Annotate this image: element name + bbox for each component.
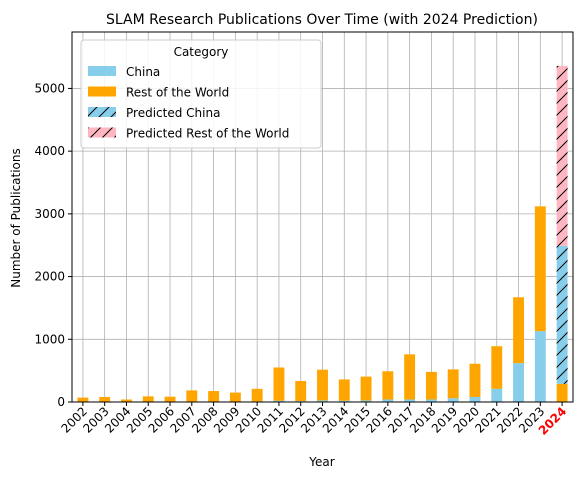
legend: Category China Rest of the World Predicted …	[81, 40, 321, 148]
legend-swatch-hatch-predicted-china	[88, 107, 116, 117]
y-tick-label: 5000	[34, 81, 65, 95]
y-axis-label: Number of Publications	[9, 148, 23, 288]
bar-rest-of-the-world-2018	[426, 372, 437, 400]
bar-rest-of-the-world-2012	[295, 381, 306, 401]
bar-china-2023	[535, 331, 546, 402]
chart-title: SLAM Research Publications Over Time (wi…	[106, 12, 538, 28]
legend-label-rest-of-the-world: Rest of the World	[126, 86, 229, 100]
y-tick-label: 2000	[34, 270, 65, 284]
bar-rest-of-the-world-2015	[361, 377, 372, 401]
bar-rest-of-the-world-2002	[77, 398, 88, 402]
bar-china-2021	[491, 389, 502, 402]
bar-hatch-2024	[557, 66, 568, 246]
bar-rest-of-the-world-2009	[230, 393, 241, 402]
bar-rest-of-the-world-2016	[382, 371, 393, 399]
bar-rest-of-the-world-2010	[252, 389, 263, 402]
legend-swatch-hatch-predicted-rest-of-the-world	[88, 128, 116, 138]
legend-swatch-rest-of-the-world	[88, 87, 116, 97]
bar-rest-of-the-world-2007	[186, 390, 197, 401]
y-tick-label: 0	[57, 395, 65, 409]
bar-rest-of-the-world-2019	[448, 369, 459, 398]
legend-label-predicted-china: Predicted China	[126, 106, 220, 120]
bar-rest-of-the-world-2014	[339, 379, 350, 400]
legend-swatch-china	[88, 66, 116, 76]
bar-rest-of-the-world-2013	[317, 370, 328, 401]
bar-rest-of-the-world-2017	[404, 354, 415, 399]
legend-label-predicted-rest-of-the-world: Predicted Rest of the World	[126, 127, 289, 141]
bar-rest-of-the-world-2021	[491, 346, 502, 389]
bar-hatch-2024	[557, 246, 568, 384]
bar-rest-of-the-world-2011	[273, 368, 284, 401]
bar-rest-of-the-world-2023	[535, 206, 546, 331]
legend-title: Category	[174, 45, 229, 59]
y-tick-label: 1000	[34, 332, 65, 346]
bar-rest-of-the-world-2024	[557, 384, 568, 402]
bar-china-2022	[513, 363, 524, 402]
bar-china-2019	[448, 398, 459, 402]
bar-china-2020	[470, 397, 481, 402]
bar-rest-of-the-world-2020	[470, 364, 481, 397]
legend-label-china: China	[126, 65, 160, 79]
bar-rest-of-the-world-2005	[143, 396, 154, 402]
bar-rest-of-the-world-2003	[99, 397, 110, 402]
bar-rest-of-the-world-2022	[513, 297, 524, 363]
bar-rest-of-the-world-2006	[165, 397, 176, 402]
y-tick-label: 3000	[34, 207, 65, 221]
bar-rest-of-the-world-2008	[208, 391, 219, 402]
x-axis-label: Year	[308, 455, 334, 469]
y-tick-label: 4000	[34, 144, 65, 158]
